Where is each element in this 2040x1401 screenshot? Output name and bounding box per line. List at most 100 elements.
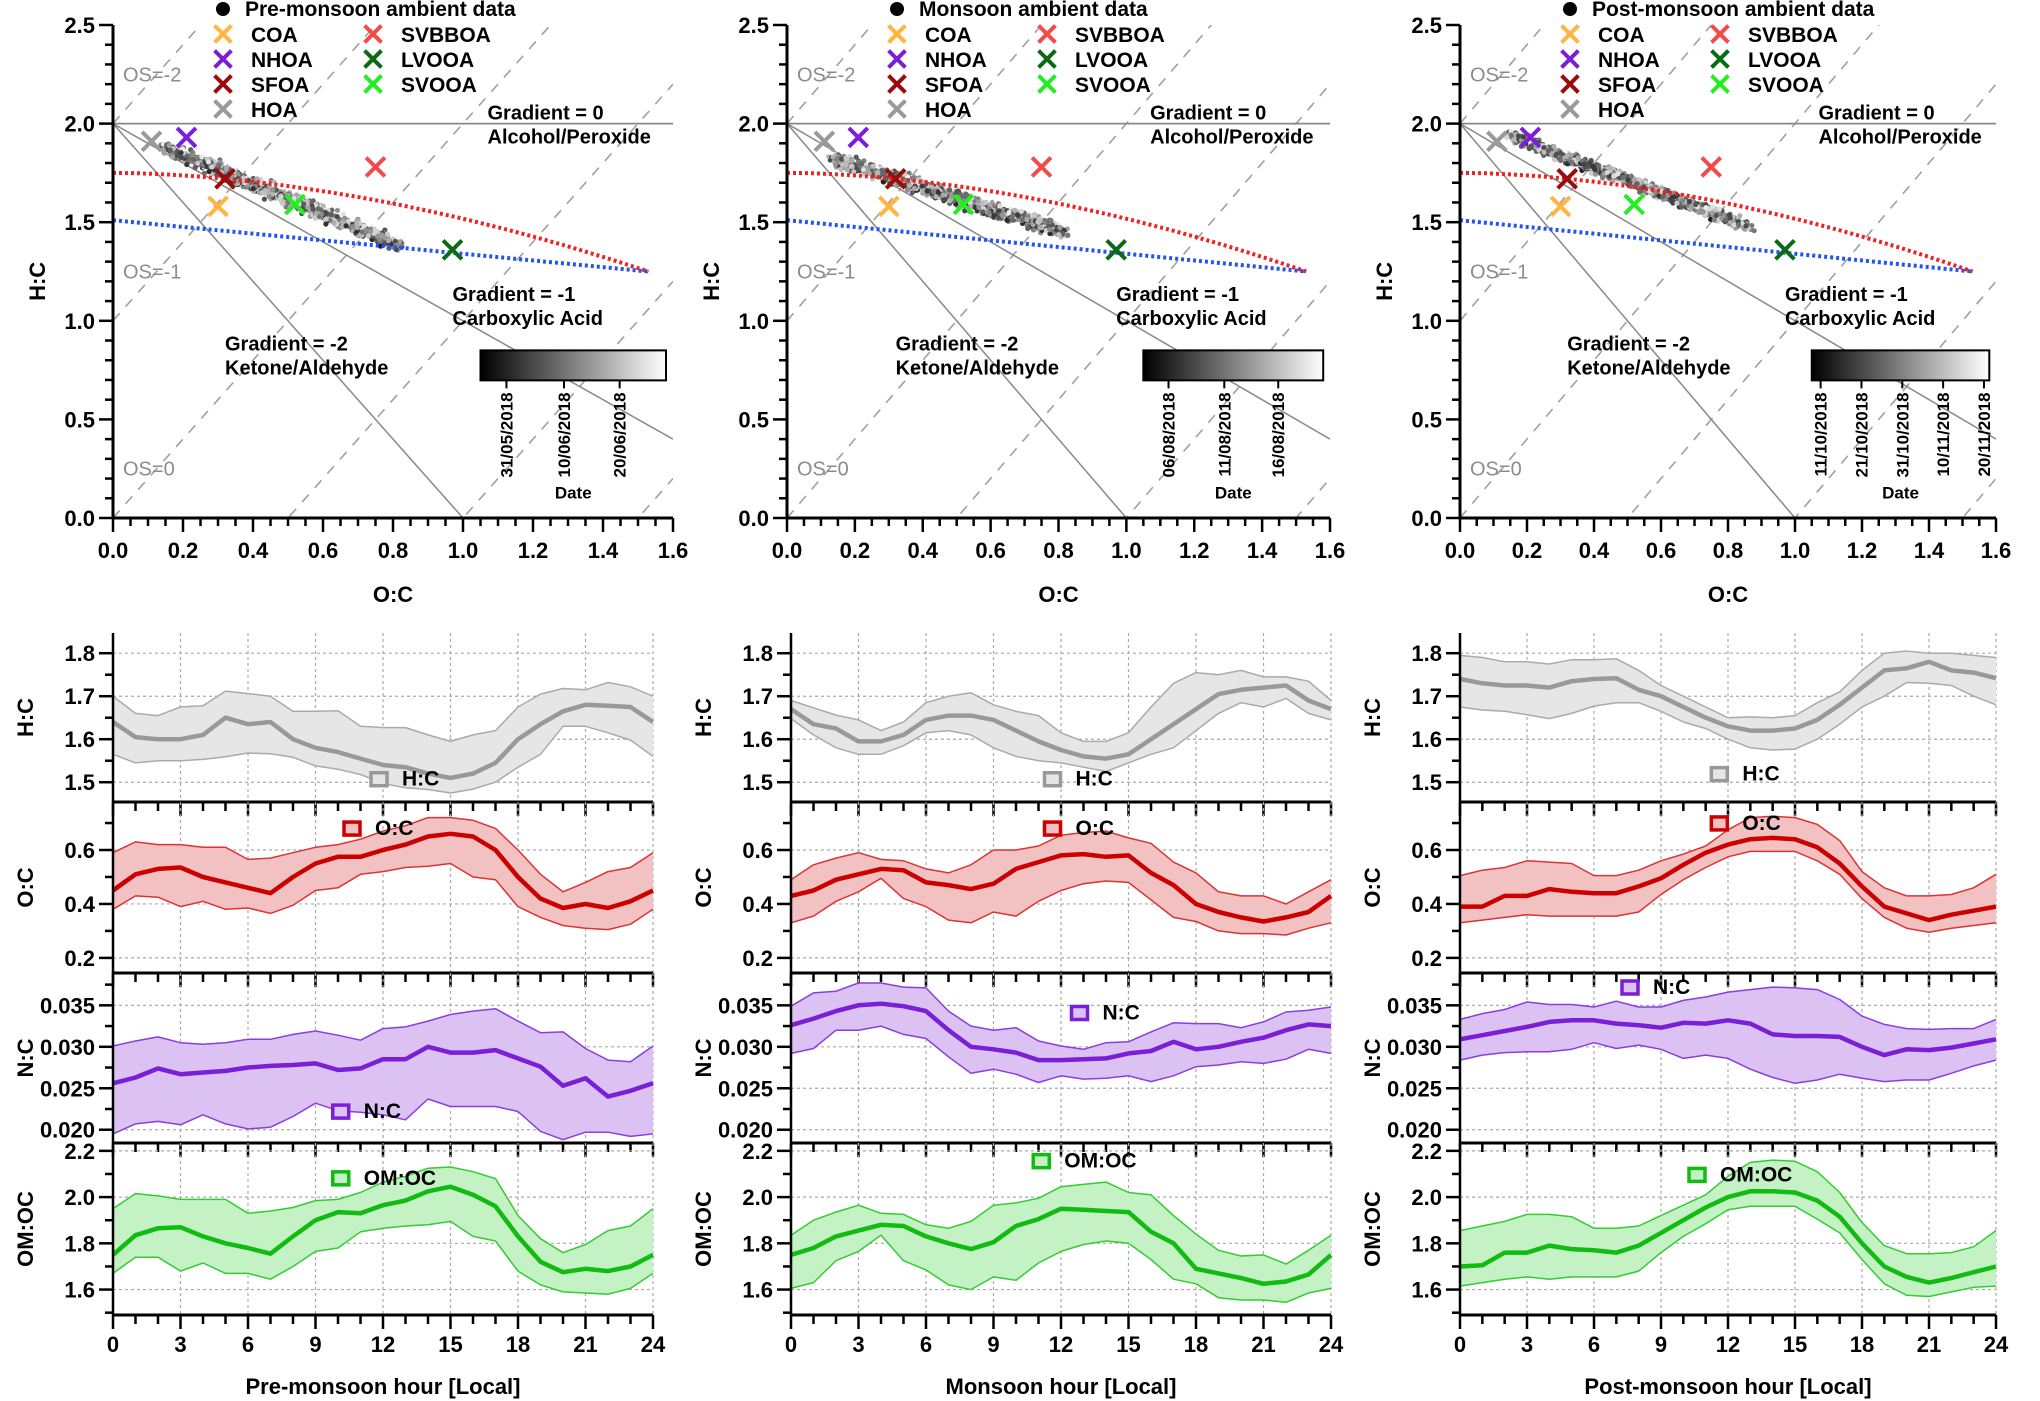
diurnal-column-0: 1.5 1.6 1.7 1.8 H:C H:C 0.2 0.4 0.6 O:C O:C 0.020 0.…	[13, 633, 666, 1399]
x-tick-label: 6	[920, 1332, 932, 1357]
range-band	[1460, 651, 1996, 750]
x-marker-stroke	[1037, 74, 1057, 94]
ambient-data-point	[343, 223, 349, 229]
ambient-data-point	[340, 219, 346, 225]
ambient-data-point	[931, 188, 937, 195]
legend-icon-svooa	[1037, 74, 1057, 94]
x-tick-label: 0	[1454, 1332, 1466, 1357]
os-line	[787, 25, 1043, 322]
colorbar-title: Date	[1882, 483, 1919, 502]
mean-line	[790, 1001, 1332, 1063]
x-marker-stroke	[884, 167, 907, 190]
y-tick-label: 2.0	[1411, 112, 1442, 137]
y-tick-label: 0.0	[64, 506, 95, 531]
y-tick-label: 0.4	[742, 892, 773, 917]
x-tick-label: 0.0	[1445, 538, 1476, 563]
legend-label-coa: COA	[251, 24, 298, 47]
x-marker-stroke	[887, 99, 907, 119]
legend-label: O:C	[1742, 812, 1781, 835]
y-tick-label: 1.5	[1411, 770, 1442, 795]
y-tick-label: 2.2	[1411, 1139, 1442, 1164]
gradient-annotation-line2: Carboxylic Acid	[453, 308, 603, 330]
ambient-data-point	[350, 224, 356, 230]
y-tick-label: 1.6	[742, 1278, 773, 1303]
x-marker-stroke	[952, 193, 975, 216]
x-tick-label: 9	[309, 1332, 321, 1357]
x-marker-stroke	[207, 195, 229, 218]
ambient-data-point	[999, 212, 1006, 218]
legend-icon-svbboa	[1710, 24, 1730, 44]
ambient-data-point	[979, 201, 985, 207]
range-band	[791, 831, 1331, 935]
range-band	[113, 682, 653, 793]
gradient-annotation-line1: Gradient = -2	[225, 333, 348, 355]
upper-bound-line	[112, 816, 654, 893]
ambient-data-point	[160, 147, 166, 153]
mean-line	[112, 1044, 654, 1099]
x-tick-label: 3	[1521, 1332, 1533, 1357]
gradient-annotation-line2: Alcohol/Peroxide	[488, 127, 651, 149]
gradient-minus2-line	[787, 123, 1127, 518]
lower-bound-line	[790, 1025, 1332, 1084]
legend-label-lvooa: LVOOA	[1075, 49, 1148, 72]
ambient-data-point	[361, 223, 367, 229]
y-axis-title: OM:OC	[13, 1191, 38, 1267]
ambient-data-point	[1541, 145, 1547, 151]
colorbar-tick-label: 10/11/2018	[1934, 392, 1953, 476]
legend-swatch	[331, 1170, 351, 1187]
diurnal-legend: OM:OC	[1687, 1163, 1792, 1186]
ambient-data-point	[986, 209, 992, 215]
ambient-data-point	[1581, 161, 1587, 167]
x-axis-title: O:C	[1708, 582, 1748, 607]
os-label: OS=-2	[123, 64, 181, 86]
ambient-data-point	[1586, 163, 1592, 170]
colorbar-tick-label: 31/10/2018	[1893, 392, 1912, 477]
diurnal-legend: H:C	[369, 768, 439, 791]
diurnal-panel-oc: 0.2 0.4 0.6 O:C O:C	[1360, 802, 1998, 987]
x-marker-stroke	[1560, 74, 1580, 94]
y-tick-label: 0.035	[40, 993, 95, 1018]
x-marker-stroke	[363, 24, 383, 44]
os-label: OS=-2	[797, 64, 855, 86]
legend-label-nhoa: NHOA	[251, 49, 313, 72]
factor-marker-sfoa	[884, 167, 907, 190]
upper-bound-line	[1459, 650, 1997, 719]
x-marker-stroke	[1037, 49, 1057, 69]
ambient-data-point	[1042, 219, 1048, 226]
ambient-data-point	[838, 166, 844, 173]
ambient-data-point	[1000, 207, 1006, 213]
ambient-data-point	[1047, 226, 1053, 233]
ambient-data-point	[909, 190, 915, 196]
ambient-data-point	[1065, 232, 1071, 238]
y-tick-label: 0.2	[64, 946, 95, 971]
y-tick-label: 1.6	[1411, 727, 1442, 752]
ambient-data-point	[354, 221, 360, 227]
mean-line	[789, 683, 1332, 761]
os-line	[113, 25, 552, 518]
y-axis-title: H:C	[1360, 698, 1385, 737]
y-tick-label: 1.0	[738, 309, 769, 334]
legend-label-hoa: HOA	[1598, 99, 1645, 122]
colorbar-tick-label: 11/08/2018	[1215, 392, 1234, 476]
y-tick-label: 2.0	[742, 1185, 773, 1210]
factor-marker-svooa	[284, 193, 306, 216]
legend-icon-lvooa	[1037, 49, 1057, 69]
y-axis-title: N:C	[691, 1038, 716, 1077]
x-marker-stroke	[877, 195, 900, 218]
ambient-data-point	[833, 156, 839, 162]
ambient-data-point	[305, 204, 311, 211]
gradient-annotation-line2: Ketone/Aldehyde	[1567, 357, 1730, 379]
x-tick-label: 15	[1783, 1332, 1807, 1357]
mean-line	[1460, 835, 1997, 923]
x-marker-stroke	[1560, 49, 1580, 69]
ambient-data-point	[174, 152, 180, 159]
ambient-data-point	[1711, 217, 1717, 223]
ambient-data-point	[1678, 204, 1685, 210]
x-tick-label: 0.0	[772, 538, 803, 563]
ambient-data-point	[1515, 133, 1522, 139]
ambient-data-point	[844, 167, 850, 173]
ambient-data-point	[323, 221, 329, 227]
x-tick-label: 18	[1184, 1332, 1208, 1357]
